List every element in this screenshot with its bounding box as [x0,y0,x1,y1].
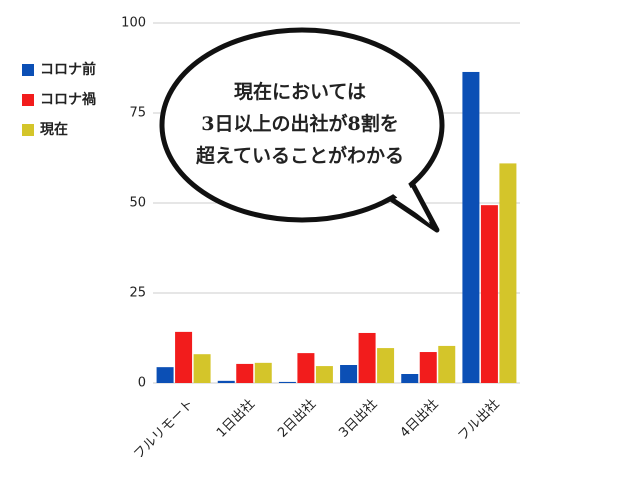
y-tick-label: 25 [129,286,146,301]
legend-label: 現在 [40,121,68,138]
x-tick-label: 2日出社 [274,396,319,441]
bar [480,205,498,383]
bar [254,362,272,383]
bar [236,363,254,383]
y-tick-label: 75 [129,106,146,121]
bar [340,365,358,383]
legend-swatch [22,64,34,76]
annotation-line: 3日以上の出社が8割を [201,112,398,135]
y-tick-label: 100 [121,16,146,31]
x-tick-label: 1日出社 [213,396,258,441]
y-tick-label: 0 [138,376,146,391]
speech-bubble: 現在においては 3日以上の出社が8割を 超えていることがわかる [159,27,445,233]
bar [193,354,211,383]
x-tick-label: 4日出社 [397,396,442,441]
legend-label: コロナ禍 [40,91,96,108]
bar [401,374,419,383]
bar [358,332,376,383]
annotation-line: 現在においては [234,80,366,103]
x-tick-label: フルリモート [131,397,197,463]
bar [499,163,517,383]
x-tick-label: フル出社 [455,396,503,444]
legend-label: コロナ前 [40,61,96,78]
x-tick-label: 3日出社 [336,396,381,441]
bar [156,367,174,383]
bar [217,380,235,383]
bar [278,381,296,383]
bar [377,348,395,383]
bar [419,352,437,383]
legend-swatch [22,124,34,136]
legend-swatch [22,94,34,106]
annotation-line: 超えていることがわかる [195,144,404,167]
bar [315,366,333,383]
bar [462,71,480,384]
bar [438,345,456,383]
y-tick-label: 50 [129,196,146,211]
bar [175,331,193,383]
bar [297,353,315,383]
